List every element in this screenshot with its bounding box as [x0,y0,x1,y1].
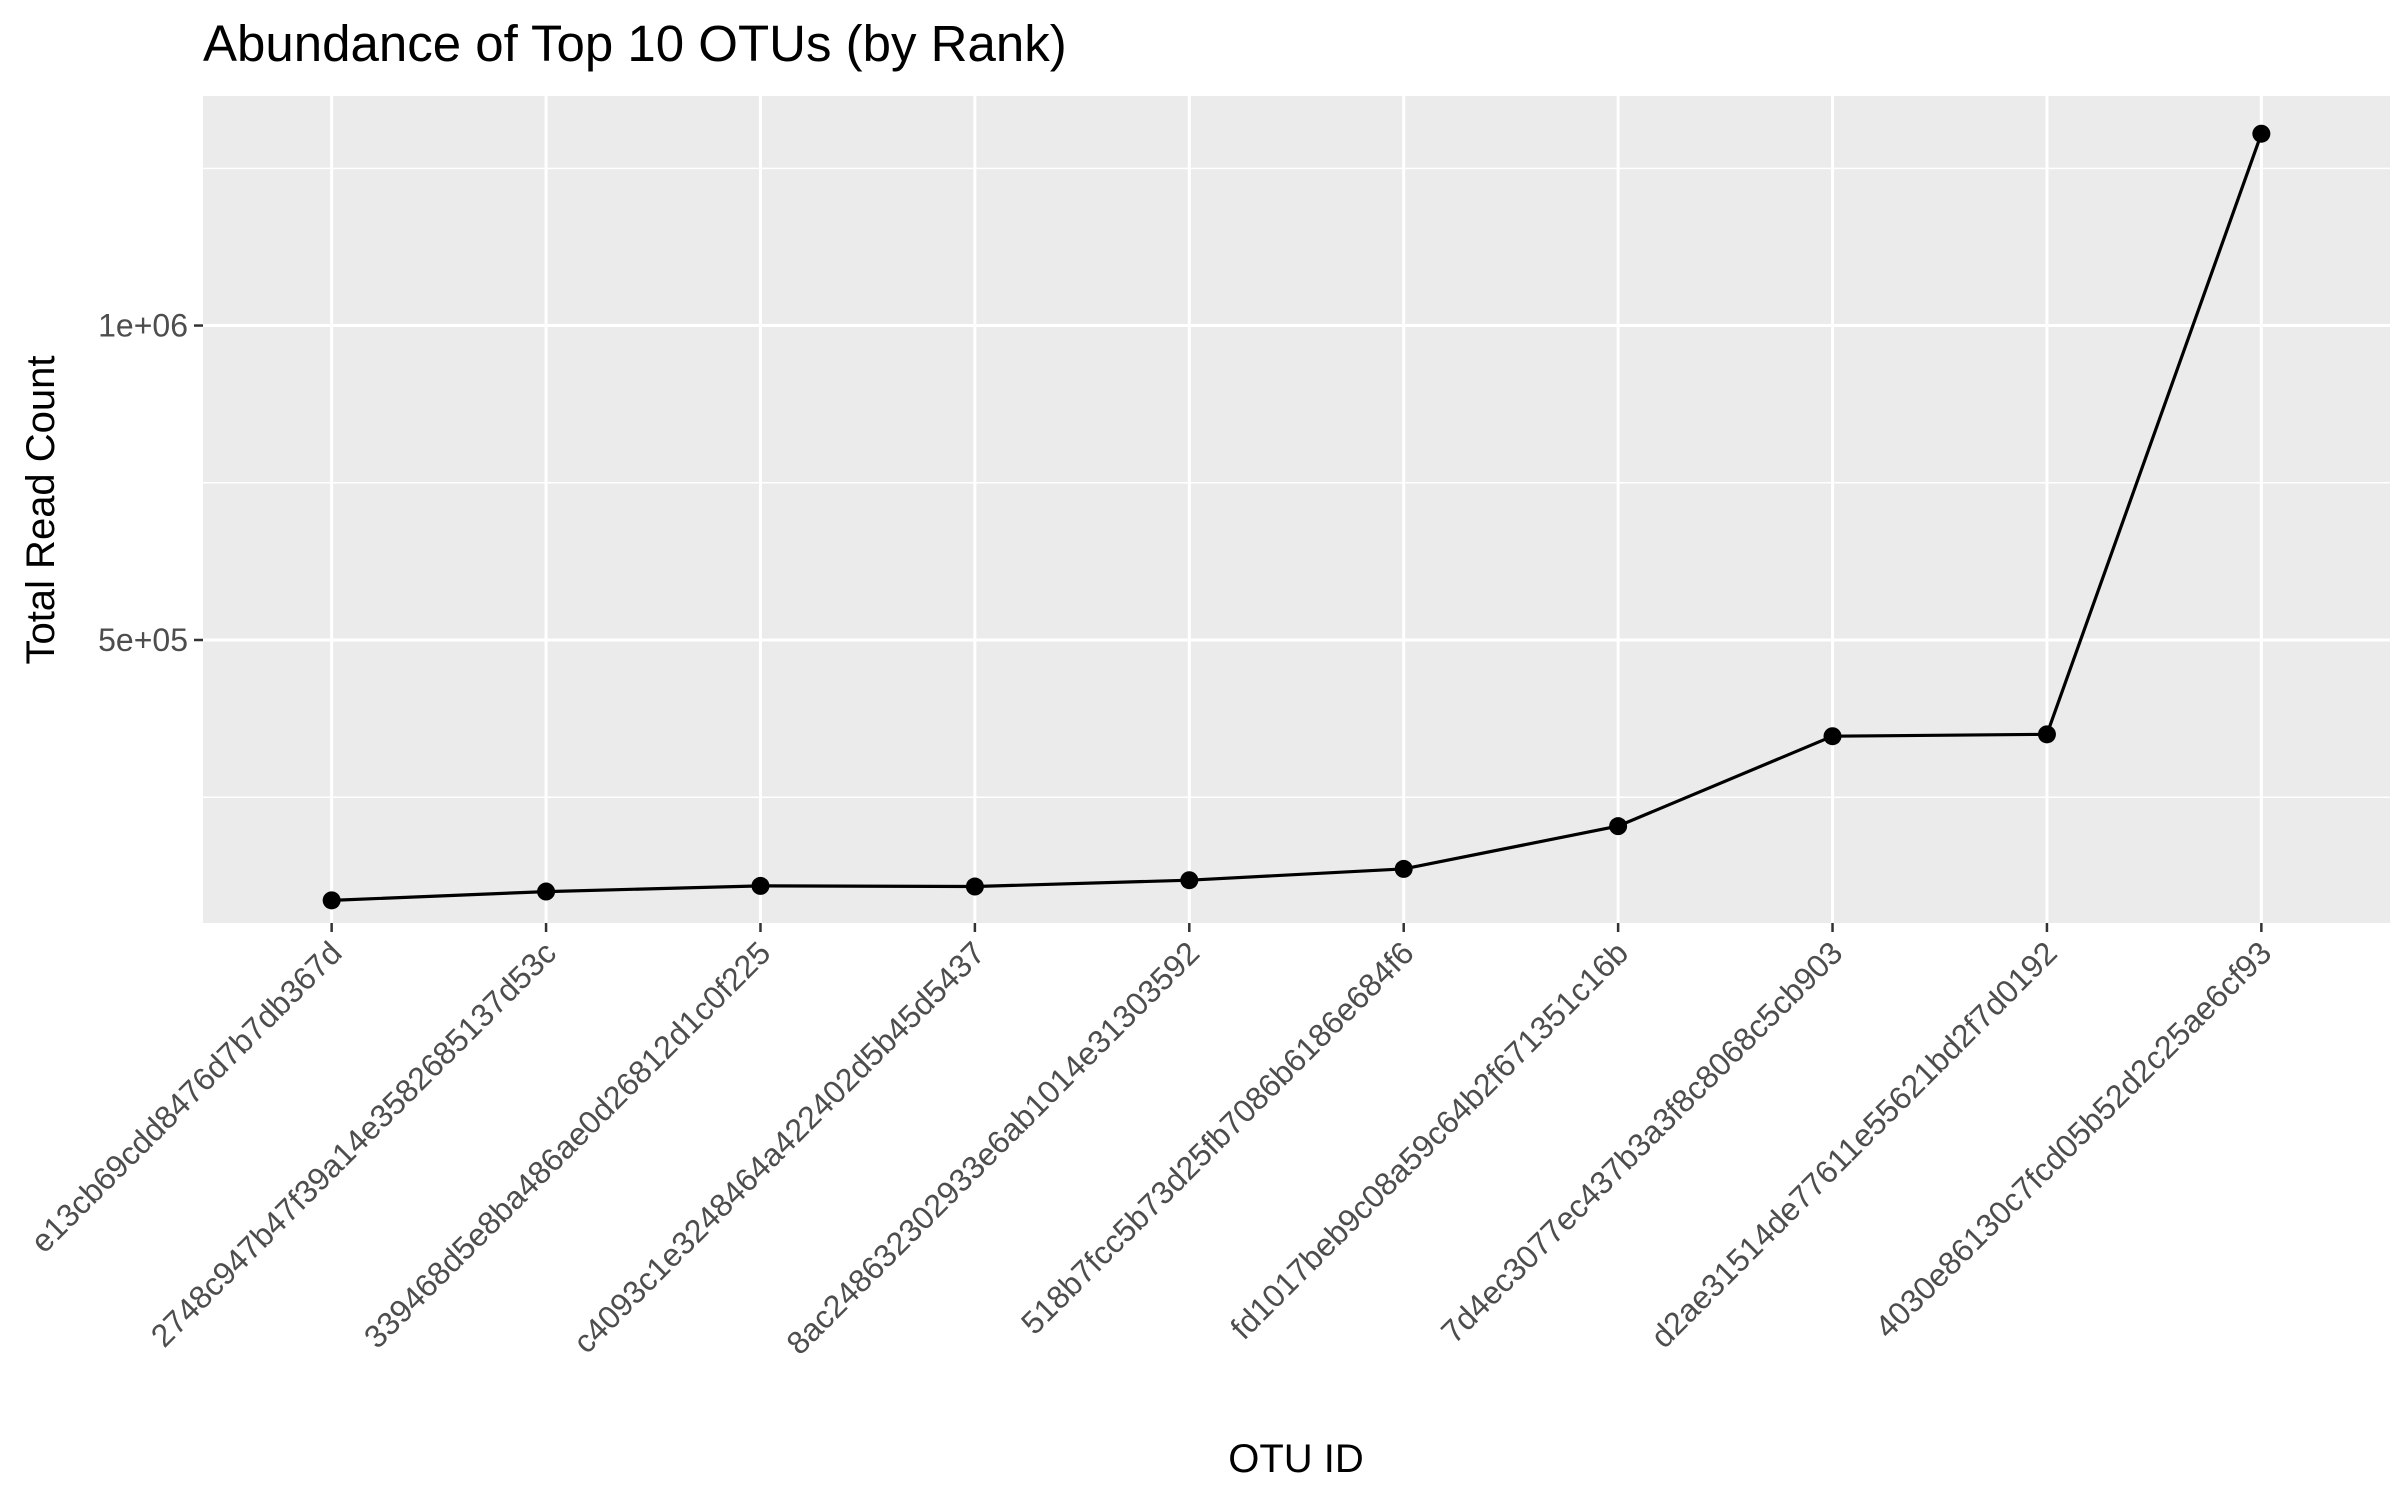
x-tick-label: c4093c1e3248464a422402d5b45d5437 [566,934,992,1360]
x-tick-label: 8ac248632302933e6ab1014e31303592 [779,934,1206,1361]
data-point [1823,727,1842,746]
data-point [1609,817,1628,836]
data-point [2037,725,2056,744]
y-tick-label: 5e+05 [98,622,188,658]
y-axis-ticks: 5e+05 1e+06 [98,308,203,658]
x-tick-label: fd1017beb9c08a59c64b2f671351c16b [1223,934,1635,1346]
x-tick-label: 7d4ec3077ec437b3a3f8c8068c5cb903 [1434,934,1850,1350]
x-axis-title: OTU ID [1228,1437,1364,1481]
data-point [2252,124,2271,143]
data-point [965,877,984,896]
x-tick-label: d2ae31514de77611e55621bd2f7d0192 [1644,934,2064,1354]
major-gridlines [203,96,2390,923]
y-tick-label: 1e+06 [98,308,188,344]
x-axis-ticks: e13cb69cdd8476d7b7db367d2748c947b47f39a1… [24,923,2278,1361]
x-tick-label: 2748c947b47f39a14e3582685137d53c [144,934,563,1353]
y-axis-title: Total Read Count [19,355,63,664]
data-points [322,124,2271,910]
data-point [1180,871,1199,890]
data-point [1394,859,1413,878]
x-tick-label: 518b7fcc5b73d25fb7086b6186e684f6 [1014,934,1421,1341]
data-point [322,891,341,910]
x-tick-label: 4030e86130c7fcd05b52d2c25ae6cf93 [1868,934,2278,1344]
x-tick-label: 339468d5e8ba486ae0d26812d1c0f225 [357,934,778,1355]
data-point [751,876,770,895]
minor-gridlines [203,167,2390,798]
data-point [537,882,556,901]
chart-title: Abundance of Top 10 OTUs (by Rank) [203,15,1067,72]
series-line [331,133,2263,902]
plot-panel [203,96,2390,923]
